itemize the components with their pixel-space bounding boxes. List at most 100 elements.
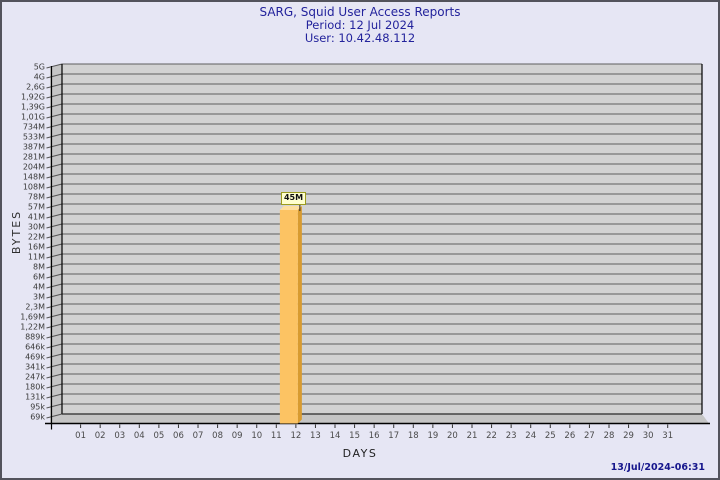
x-tick-label: 01 [75, 431, 86, 441]
y-axis-tick [46, 63, 63, 69]
x-tick-label: 12 [290, 431, 301, 441]
y-axis-tick [46, 263, 63, 269]
y-tick-label: 69k [30, 413, 45, 422]
y-tick-label: 1,69M [20, 313, 45, 322]
y-tick-label: 3M [33, 293, 45, 302]
bar-top-face [279, 206, 302, 210]
generation-timestamp: 13/Jul/2024-06:31 [610, 462, 705, 473]
y-axis-tick [46, 143, 63, 149]
report-period: Period: 12 Jul 2024 [305, 18, 415, 32]
report-title: SARG, Squid User Access Reports [259, 5, 461, 19]
y-tick-label: 4M [33, 283, 45, 292]
y-axis-tick [46, 413, 63, 419]
x-tick-label: 30 [643, 431, 654, 441]
y-tick-label: 4G [34, 73, 45, 82]
x-tick-label: 24 [525, 431, 536, 441]
y-tick-label: 108M [23, 183, 45, 192]
y-axis-tick [46, 223, 63, 229]
y-axis-tick [46, 163, 63, 169]
x-tick-label: 21 [467, 431, 478, 441]
y-axis-tick [46, 133, 63, 139]
y-tick-label: 889k [25, 333, 45, 342]
y-axis-tick [46, 93, 63, 99]
x-tick-label: 25 [545, 431, 556, 441]
y-tick-label: 646k [25, 343, 45, 352]
x-tick-label: 10 [251, 431, 262, 441]
x-tick-label: 07 [193, 431, 204, 441]
report-header: SARG, Squid User Access Reports Period: … [2, 6, 718, 45]
x-axis-title: DAYS [342, 447, 378, 460]
y-axis-tick [46, 233, 63, 239]
y-tick-label: 22M [28, 233, 45, 242]
x-tick-label: 27 [584, 431, 595, 441]
bar-value-badge: 45M [281, 192, 306, 205]
y-axis-tick [46, 383, 63, 389]
x-tick-label: 17 [388, 431, 399, 441]
y-axis-tick [46, 153, 63, 159]
y-axis-tick [46, 313, 63, 319]
y-tick-label: 281M [23, 153, 45, 162]
x-tick-label: 28 [604, 431, 615, 441]
y-tick-label: 533M [23, 133, 45, 142]
y-axis-tick [46, 323, 63, 329]
y-axis-tick [46, 393, 63, 399]
y-axis-tick [46, 293, 63, 299]
y-axis-tick [46, 343, 63, 349]
x-tick-label: 13 [310, 431, 321, 441]
report-user: User: 10.42.48.112 [304, 31, 416, 45]
x-tick-label: 08 [212, 431, 223, 441]
y-axis-tick [46, 183, 63, 189]
y-axis-tick [46, 123, 63, 129]
x-tick-label: 11 [271, 431, 282, 441]
y-axis-tick [46, 353, 63, 359]
y-axis-tick [46, 273, 63, 279]
y-axis-tick [46, 363, 63, 369]
y-axis-tick [46, 73, 63, 79]
bar [279, 210, 298, 424]
x-tick-label: 23 [506, 431, 517, 441]
y-axis-tick [46, 253, 63, 259]
plot-area [62, 64, 702, 414]
y-tick-label: 41M [28, 213, 45, 222]
bar-side-face [297, 206, 302, 424]
x-tick-label: 22 [486, 431, 497, 441]
y-tick-label: 95k [30, 403, 45, 412]
y-axis-tick [46, 303, 63, 309]
x-tick-label: 05 [153, 431, 164, 441]
y-axis-tick [46, 403, 63, 409]
y-tick-label: 341k [25, 363, 45, 372]
y-tick-label: 469k [25, 353, 45, 362]
x-tick-label: 02 [95, 431, 106, 441]
y-axis-tick [46, 243, 63, 249]
y-tick-label: 11M [28, 253, 45, 262]
x-tick-label: 03 [114, 431, 125, 441]
y-axis-tick [46, 103, 63, 109]
y-axis-tick [46, 333, 63, 339]
x-tick-label: 14 [330, 431, 341, 441]
y-tick-label: 734M [23, 123, 45, 132]
x-tick-label: 31 [662, 431, 673, 441]
x-tick-label: 18 [408, 431, 419, 441]
y-axis-tick [46, 193, 63, 199]
y-tick-label: 8M [33, 263, 45, 272]
y-tick-label: 204M [23, 163, 45, 172]
x-tick-label: 06 [173, 431, 184, 441]
y-tick-label: 247k [25, 373, 45, 382]
y-tick-label: 6M [33, 273, 45, 282]
y-axis-tick [46, 373, 63, 379]
y-tick-label: 1,22M [20, 323, 45, 332]
x-tick-label: 19 [427, 431, 438, 441]
x-tick-label: 29 [623, 431, 634, 441]
y-tick-label: 1,92G [21, 93, 45, 102]
y-axis-tick [46, 213, 63, 219]
x-tick-label: 04 [134, 431, 145, 441]
y-tick-label: 57M [28, 203, 45, 212]
y-tick-label: 16M [28, 243, 45, 252]
left-wall-3d [50, 64, 62, 424]
y-tick-label: 387M [23, 143, 45, 152]
x-tick-label: 15 [349, 431, 360, 441]
y-axis-tick [46, 83, 63, 89]
y-axis-tick [46, 283, 63, 289]
y-tick-label: 131k [25, 393, 45, 402]
